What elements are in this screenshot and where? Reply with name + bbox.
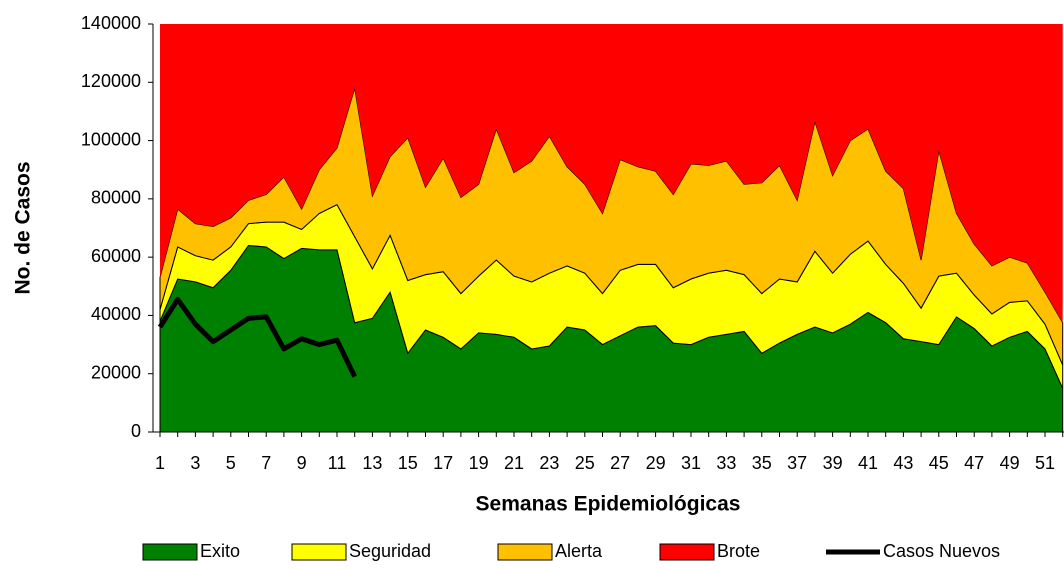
- x-tick-label: 41: [858, 453, 878, 473]
- legend-label: Casos Nuevos: [883, 541, 1000, 561]
- x-tick-label: 19: [469, 453, 489, 473]
- legend-label: Brote: [717, 541, 760, 561]
- x-tick-label: 21: [504, 453, 524, 473]
- x-tick-label: 51: [1035, 453, 1055, 473]
- x-tick-label: 27: [610, 453, 630, 473]
- y-tick-label: 0: [131, 421, 141, 441]
- legend-swatch: [142, 543, 198, 561]
- y-tick-label: 60000: [91, 246, 141, 266]
- x-tick-label: 7: [261, 453, 271, 473]
- legend-label: Alerta: [555, 541, 603, 561]
- x-tick-label: 43: [893, 453, 913, 473]
- legend-label: Seguridad: [349, 541, 431, 561]
- y-tick-label: 100000: [81, 129, 141, 149]
- x-tick-label: 49: [1000, 453, 1020, 473]
- x-tick-label: 25: [575, 453, 595, 473]
- x-axis-title: Semanas Epidemiológicas: [476, 493, 741, 516]
- y-tick-label: 120000: [81, 71, 141, 91]
- y-tick-label: 140000: [81, 13, 141, 33]
- x-tick-label: 29: [646, 453, 666, 473]
- x-tick-label: 3: [190, 453, 200, 473]
- x-tick-label: 13: [362, 453, 382, 473]
- legend-swatch: [659, 543, 715, 561]
- x-tick-label: 39: [823, 453, 843, 473]
- x-tick-label: 35: [752, 453, 772, 473]
- x-tick-label: 31: [681, 453, 701, 473]
- area: [159, 87, 1064, 366]
- x-tick-label: 9: [297, 453, 307, 473]
- x-tick-label: 15: [398, 453, 418, 473]
- y-tick-label: 40000: [91, 304, 141, 324]
- x-tick-label: 45: [929, 453, 949, 473]
- x-tick-label: 11: [328, 453, 347, 473]
- plot-area: [157, 24, 1064, 433]
- legend-label: Exito: [200, 541, 240, 561]
- x-tick-label: 5: [226, 453, 236, 473]
- x-tick-label: 37: [787, 453, 807, 473]
- area: [160, 24, 1063, 323]
- legend-swatch: [497, 543, 553, 561]
- x-tick-label: 1: [155, 453, 165, 473]
- y-tick-label: 20000: [91, 362, 141, 382]
- legend-swatch: [291, 543, 347, 561]
- y-axis-title: No. de Casos: [12, 161, 35, 294]
- x-tick-label: 47: [964, 453, 984, 473]
- x-tick-label: 17: [433, 453, 453, 473]
- x-tick-label: 23: [539, 453, 559, 473]
- line: [157, 296, 357, 378]
- x-tick-label: 33: [716, 453, 736, 473]
- y-tick-label: 80000: [91, 188, 141, 208]
